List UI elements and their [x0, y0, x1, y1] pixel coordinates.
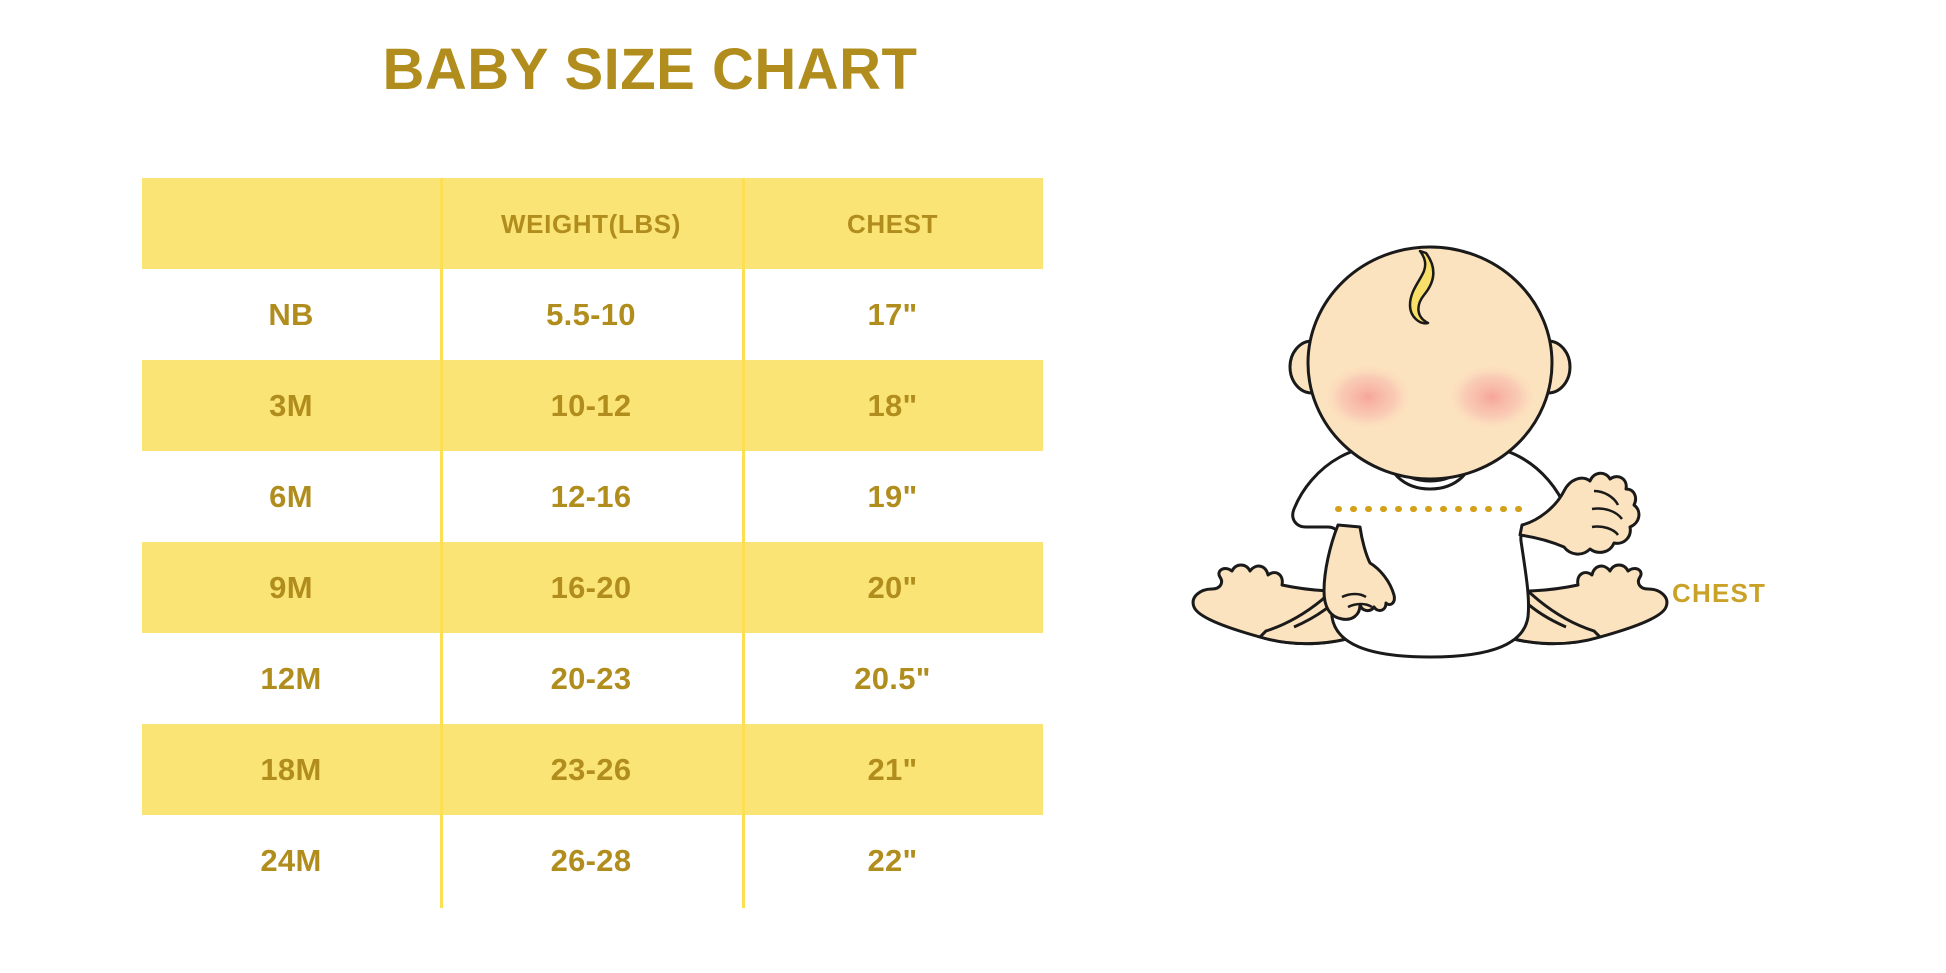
table-row: 18M 23-26 21" — [142, 724, 1043, 815]
baby-arms-group — [1322, 471, 1641, 621]
cell-size: 24M — [260, 843, 322, 878]
cell-weight: 12-16 — [550, 479, 632, 514]
cell-chest: 20.5" — [854, 661, 931, 696]
cell-chest: 21" — [867, 752, 918, 787]
cell-size: 18M — [260, 752, 322, 787]
baby-head-group — [1288, 245, 1572, 481]
column-header-chest: CHEST — [846, 208, 939, 239]
table-row: 24M 26-28 22" — [142, 815, 1043, 906]
cell-chest: 20" — [867, 570, 918, 605]
column-divider-left — [440, 178, 443, 908]
table-row: 3M 10-12 18" — [142, 360, 1043, 451]
cell-weight: 23-26 — [550, 752, 632, 787]
table-header-row: WEIGHT(LBS) CHEST — [142, 178, 1043, 269]
column-divider-right — [742, 178, 745, 908]
cell-chest: 19" — [867, 479, 918, 514]
cell-weight: 20-23 — [550, 661, 632, 696]
cheek-right — [1446, 363, 1538, 431]
cell-size: 3M — [269, 388, 313, 423]
cell-weight: 16-20 — [550, 570, 632, 605]
table-row: NB 5.5-10 17" — [142, 269, 1043, 360]
column-header-weight: WEIGHT(LBS) — [501, 208, 681, 239]
table-row: 6M 12-16 19" — [142, 451, 1043, 542]
cell-size: 6M — [269, 479, 313, 514]
cell-chest: 22" — [867, 843, 918, 878]
cell-weight: 5.5-10 — [546, 297, 636, 332]
cell-size: 12M — [260, 661, 322, 696]
sitting-baby-illustration — [1190, 245, 1670, 805]
cell-chest: 17" — [867, 297, 918, 332]
table-row: 12M 20-23 20.5" — [142, 633, 1043, 724]
table-row: 9M 16-20 20" — [142, 542, 1043, 633]
cheek-left — [1322, 363, 1414, 431]
cell-weight: 26-28 — [550, 843, 632, 878]
cell-size: 9M — [269, 570, 313, 605]
cell-chest: 18" — [867, 388, 918, 423]
hair-curl-icon — [1408, 249, 1435, 325]
size-chart-table: WEIGHT(LBS) CHEST NB 5.5-10 17" 3M 10-12… — [142, 178, 1043, 908]
cell-size: NB — [268, 297, 314, 332]
cell-weight: 10-12 — [550, 388, 632, 423]
page-title: BABY SIZE CHART — [382, 37, 918, 102]
chest-measurement-label: CHEST — [1672, 578, 1767, 608]
